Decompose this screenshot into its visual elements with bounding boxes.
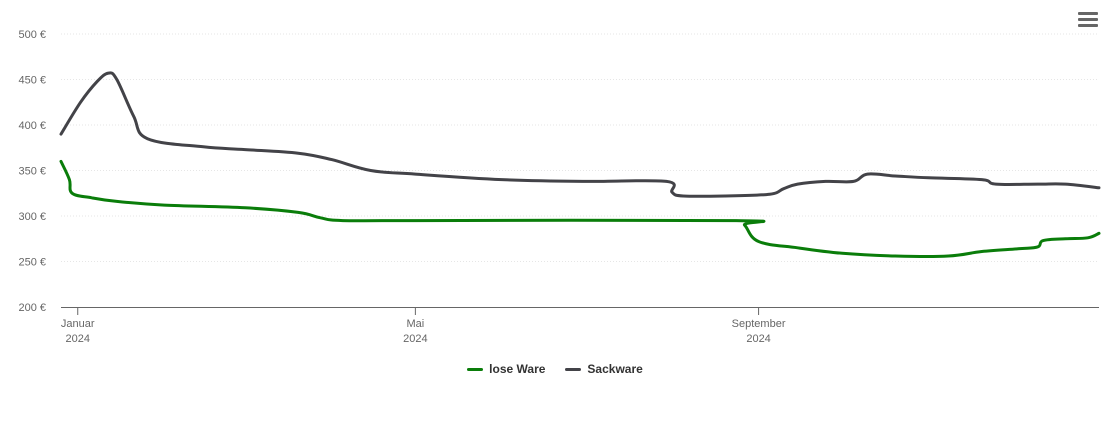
y-tick-label: 250 €: [18, 257, 46, 269]
y-tick-label: 300 €: [18, 211, 46, 223]
grid-layer: [61, 33, 1099, 262]
y-tick-label: 200 €: [18, 302, 46, 314]
x-tick-label-year: 2024: [65, 333, 89, 345]
menu-bar: [1078, 12, 1098, 15]
legend-item-lose-ware[interactable]: lose Ware: [467, 362, 545, 376]
legend-item-sackware[interactable]: Sackware: [565, 362, 643, 376]
y-axis: 200 € 250 € 300 € 350 € 400 € 450 € 500 €: [18, 29, 46, 314]
x-tick-label-year: 2024: [746, 333, 770, 345]
legend: lose Ware Sackware: [0, 362, 1110, 376]
y-tick-label: 350 €: [18, 166, 46, 178]
x-axis: Januar 2024 Mai 2024 September 2024: [61, 307, 1099, 345]
legend-swatch-lose-ware: [467, 367, 484, 371]
y-tick-label: 400 €: [18, 120, 46, 132]
legend-swatch-sackware: [565, 367, 582, 371]
x-tick-label: Mai: [407, 318, 425, 330]
x-tick-label: Januar: [61, 318, 95, 330]
menu-bar: [1078, 24, 1098, 27]
x-tick-label-year: 2024: [403, 333, 427, 345]
series-layer: [59, 71, 1101, 259]
menu-bar: [1078, 18, 1098, 21]
hamburger-menu-icon[interactable]: [1078, 12, 1098, 30]
legend-label: lose Ware: [489, 362, 546, 376]
y-tick-label: 500 €: [18, 29, 46, 41]
series-line-sackware[interactable]: [59, 71, 1101, 198]
legend-label: Sackware: [587, 362, 643, 376]
y-tick-label: 450 €: [18, 75, 46, 87]
series-line-lose-ware[interactable]: [59, 159, 1101, 259]
x-tick-label: September: [732, 318, 786, 330]
